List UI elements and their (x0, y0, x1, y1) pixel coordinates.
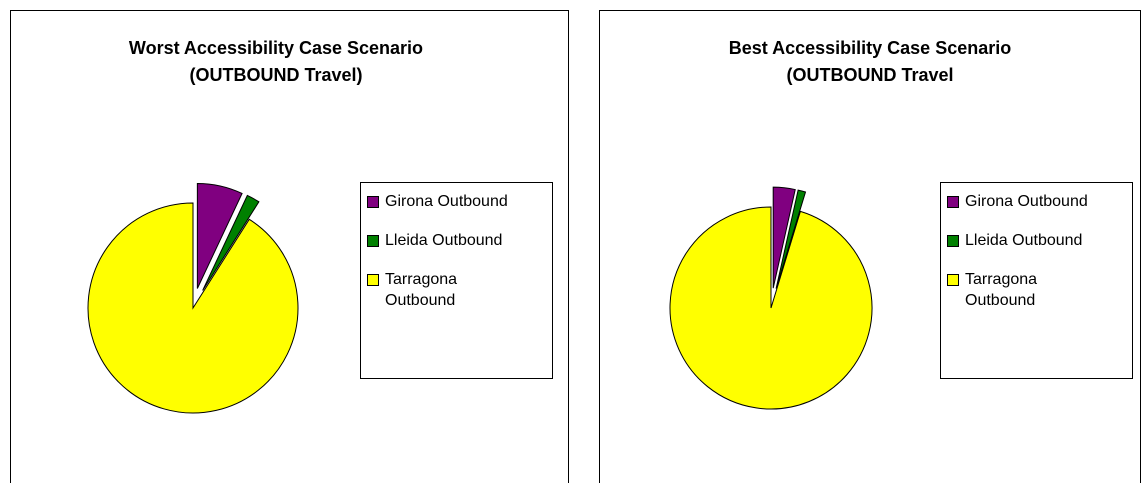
pie-slice (202, 194, 260, 291)
legend-swatch (367, 196, 379, 208)
chart-frame (10, 10, 569, 483)
pie-slice (87, 202, 299, 414)
pie-slice (772, 186, 796, 289)
legend-item: Girona Outbound (947, 191, 1126, 212)
legend-item: Tarragona Outbound (947, 269, 1126, 311)
legend-item: Tarragona Outbound (367, 269, 546, 311)
legend-label: Girona Outbound (965, 193, 1088, 210)
chart-title: (OUTBOUND Travel) (189, 65, 362, 85)
chart-title: (OUTBOUND Travel (786, 65, 953, 85)
legend-item: Lleida Outbound (947, 230, 1126, 251)
chart-frame (599, 10, 1141, 483)
legend: Girona Outbound Lleida Outbound Tarragona … (940, 182, 1133, 379)
legend-label: Tarragona Outbound (385, 271, 458, 309)
legend-swatch (947, 235, 959, 247)
legend-label: Girona Outbound (385, 193, 508, 210)
chart-title: Worst Accessibility Case Scenario (129, 38, 423, 58)
pie-slice (775, 189, 807, 289)
legend-label: Lleida Outbound (965, 232, 1083, 249)
pie-slice (196, 182, 243, 289)
legend-swatch (367, 235, 379, 247)
legend-swatch (947, 274, 959, 286)
legend-label: Tarragona Outbound (965, 271, 1038, 309)
chart-title: Best Accessibility Case Scenario (729, 38, 1011, 58)
legend-swatch (367, 274, 379, 286)
legend: Girona Outbound Lleida Outbound Tarragona … (360, 182, 553, 379)
pie-slice (669, 206, 873, 410)
legend-swatch (947, 196, 959, 208)
legend-label: Lleida Outbound (385, 232, 503, 249)
legend-item: Lleida Outbound (367, 230, 546, 251)
legend-item: Girona Outbound (367, 191, 546, 212)
